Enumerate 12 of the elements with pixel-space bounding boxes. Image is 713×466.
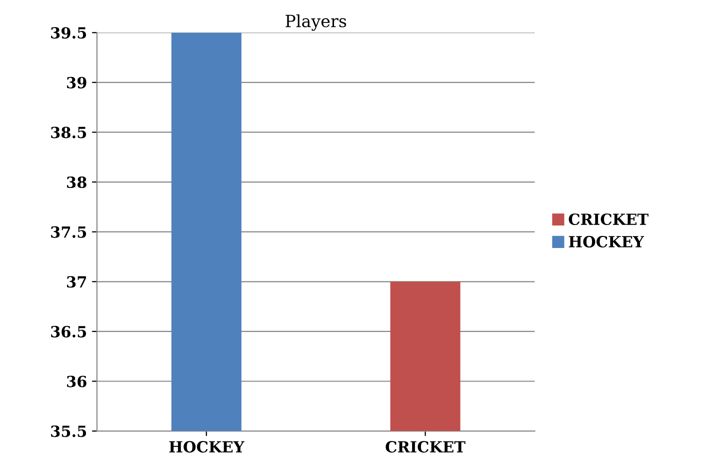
y-tick-label: 37.5 <box>51 226 86 238</box>
y-tick-label: 35.5 <box>51 426 86 438</box>
chart-title: Players <box>286 14 346 31</box>
y-tick-label: 37 <box>67 276 86 288</box>
legend-label: HOCKEY <box>568 236 644 248</box>
y-tick-label: 39.5 <box>51 27 86 39</box>
y-tick-label: 39 <box>67 76 86 88</box>
legend-label: CRICKET <box>568 214 648 226</box>
y-tick-label: 38.5 <box>51 126 86 138</box>
y-tick-label: 36.5 <box>51 326 86 338</box>
y-tick-label: 38 <box>67 176 86 188</box>
y-tick-label: 36 <box>67 376 86 388</box>
